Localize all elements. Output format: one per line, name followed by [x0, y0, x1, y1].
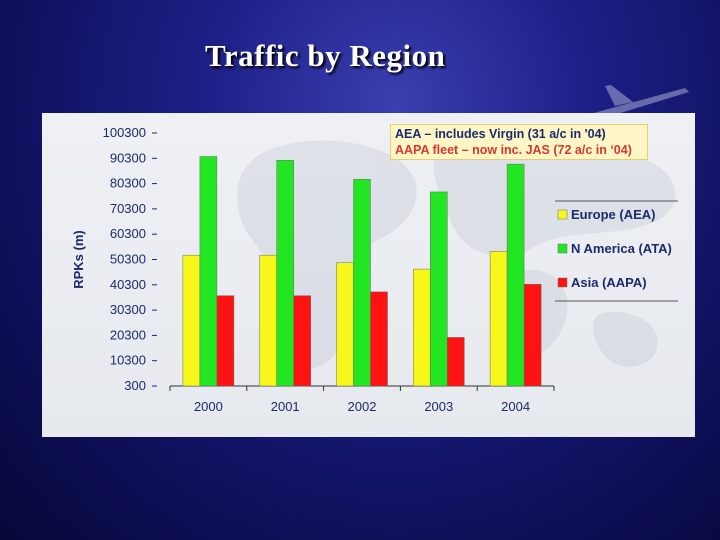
- y-tick-label: 100300: [103, 125, 146, 140]
- annotation-line-2: AAPA fleet – now inc. JAS (72 a/c in ‘04…: [395, 143, 632, 157]
- bar-europe-aea-2004: [489, 251, 508, 387]
- annotation-line-1: AEA – includes Virgin (31 a/c in '04): [395, 127, 606, 141]
- bar-asia-aapa-2002: [370, 291, 388, 387]
- bar-asia-aapa-2001: [293, 295, 311, 387]
- bar-n-america-ata-2002: [353, 179, 371, 387]
- legend-swatch: [557, 209, 568, 220]
- legend-swatch: [557, 277, 568, 288]
- bar-europe-aea-2001: [259, 254, 277, 387]
- y-tick-label: 30300: [110, 302, 146, 317]
- y-tick-label: 60300: [110, 226, 146, 241]
- x-tick-label: 2000: [194, 399, 223, 414]
- bar-europe-aea-2000: [182, 254, 201, 387]
- y-tick-label: 80300: [110, 176, 146, 191]
- y-tick-label: 50300: [110, 252, 146, 267]
- y-tick-label: 10300: [110, 353, 146, 368]
- y-tick-label: 40300: [110, 277, 146, 292]
- bar-chart: 100300 90300 80300 70300 60300 50300 40300 3030…: [71, 125, 678, 414]
- legend-label: N America (ATA): [571, 241, 672, 256]
- bar-asia-aapa-2004: [523, 284, 542, 387]
- slide-title: Traffic by Region: [205, 38, 446, 73]
- bar-europe-aea-2002: [336, 262, 354, 387]
- chart-panel: 100300 90300 80300 70300 60300 50300 40300 3030…: [42, 113, 695, 437]
- y-tick-label: 20300: [110, 327, 146, 342]
- bar-n-america-ata-2001: [276, 160, 294, 387]
- x-tick-label: 2001: [271, 399, 300, 414]
- bar-asia-aapa-2000: [216, 295, 235, 387]
- y-tick-label: 300: [124, 378, 146, 393]
- bar-europe-aea-2003: [413, 268, 431, 387]
- x-tick-label: 2004: [501, 399, 530, 414]
- bar-n-america-ata-2003: [430, 191, 448, 387]
- x-tick-label: 2003: [424, 399, 453, 414]
- y-axis-title: RPKs (m): [71, 230, 86, 289]
- legend-label: Asia (AAPA): [571, 275, 647, 290]
- x-tick-label: 2002: [348, 399, 377, 414]
- y-tick-label: 70300: [110, 201, 146, 216]
- legend-label: Europe (AEA): [571, 207, 656, 222]
- bar-n-america-ata-2004: [506, 163, 525, 387]
- bar-n-america-ata-2000: [199, 156, 218, 387]
- bar-asia-aapa-2003: [447, 337, 465, 387]
- y-tick-label: 90300: [110, 150, 146, 165]
- legend-swatch: [557, 243, 568, 254]
- annotation-box: AEA – includes Virgin (31 a/c in '04) AA…: [390, 124, 648, 160]
